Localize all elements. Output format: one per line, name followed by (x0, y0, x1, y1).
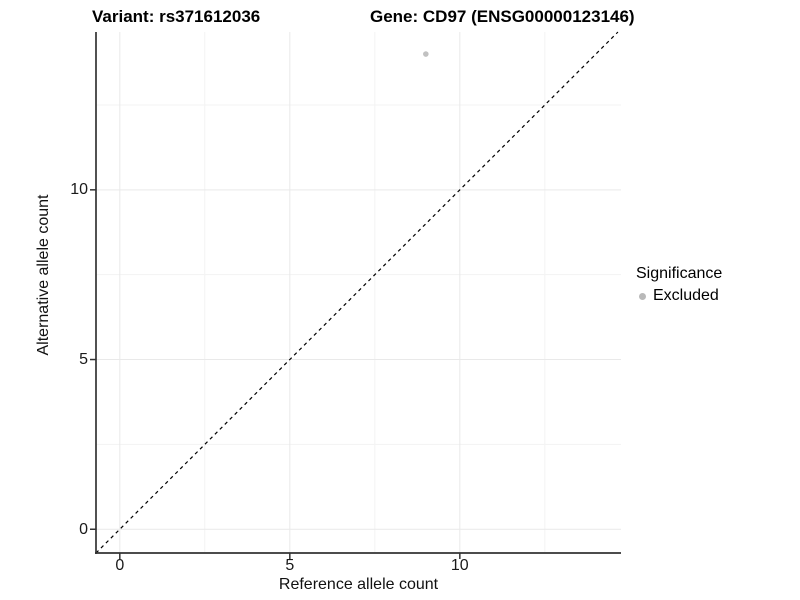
x-tick-label: 5 (285, 557, 295, 574)
legend-entry-excluded: Excluded (639, 287, 722, 305)
x-tick-label: 10 (450, 557, 469, 574)
x-axis-title: Reference allele count (278, 576, 439, 593)
legend-entry-label: Excluded (653, 287, 719, 304)
data-point (423, 51, 429, 57)
y-tick-label: 10 (70, 181, 88, 199)
variant-title: Variant: rs371612036 (92, 7, 261, 26)
x-tick-label: 0 (115, 557, 125, 574)
legend-title: Significance (636, 265, 723, 282)
y-tick-label: 5 (79, 351, 88, 369)
y-axis-title: Alternative allele count (35, 194, 52, 356)
y-tick-label: 0 (79, 520, 88, 538)
legend: Significance Excluded (636, 265, 722, 305)
identity-line (95, 31, 619, 554)
excluded-point-icon (639, 292, 646, 300)
gene-title: Gene: CD97 (ENSG00000123146) (370, 7, 635, 26)
